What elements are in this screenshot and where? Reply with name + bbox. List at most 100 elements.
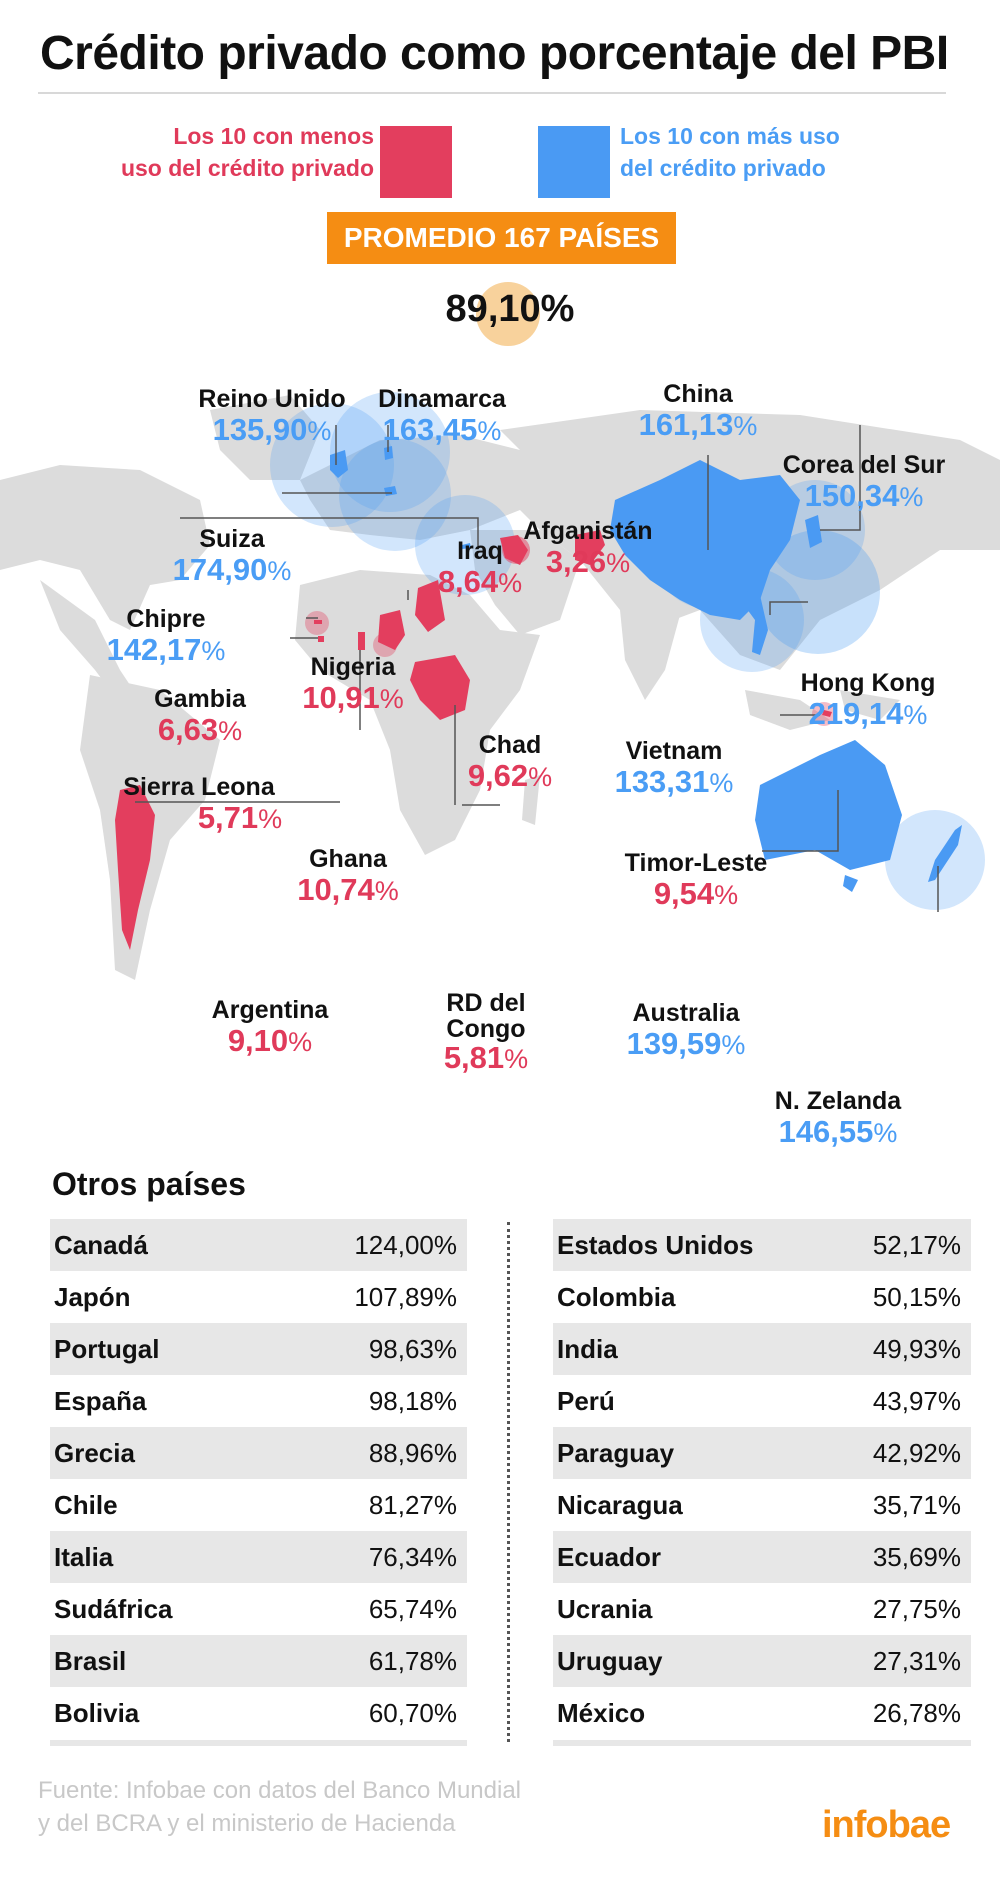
label-gambia-value: 6,63%	[157, 712, 243, 747]
title-divider	[38, 92, 946, 94]
table-row: Canadá 124,00%	[50, 1219, 467, 1271]
average-value: 89,10%	[445, 288, 575, 330]
country-value: 52,17%	[872, 1229, 961, 1260]
legend-less-line1: Los 10 con menos	[173, 123, 374, 149]
country-name: Estados Unidos	[557, 1229, 754, 1260]
brand-logo: infobae	[822, 1804, 951, 1846]
legend-more-line2: del crédito privado	[620, 155, 826, 181]
label-nigeria-value: 10,91%	[302, 680, 404, 715]
country-value: 124,00%	[354, 1229, 457, 1260]
country-name: España	[54, 1385, 147, 1416]
label-australia-name: Australia	[632, 999, 740, 1027]
average-badge: PROMEDIO 167 PAÍSES	[327, 212, 676, 264]
label-timor-leste-value: 9,54%	[653, 876, 739, 911]
label-argentina-name: Argentina	[211, 996, 329, 1024]
table-row: Japón 107,89%	[50, 1271, 467, 1323]
table-row: Estados Unidos 52,17%	[553, 1219, 971, 1271]
label-rd-congo-line1: RD del	[446, 989, 526, 1017]
table-row: México 26,78%	[553, 1687, 971, 1739]
label-argentina-value: 9,10%	[227, 1023, 313, 1058]
label-sierra-leona-name: Sierra Leona	[123, 773, 275, 801]
label-hong-kong-name: Hong Kong	[800, 669, 936, 697]
country-tasmania	[843, 875, 858, 892]
country-name: Canadá	[54, 1229, 148, 1260]
label-china-value: 161,13%	[638, 407, 758, 442]
label-chipre-value: 142,17%	[106, 632, 226, 667]
country-value: 27,75%	[872, 1593, 961, 1624]
label-chipre-name: Chipre	[126, 605, 206, 633]
country-value: 98,18%	[368, 1385, 457, 1416]
country-value: 88,96%	[368, 1437, 457, 1468]
label-corea-del-sur-value: 150,34%	[804, 478, 924, 513]
label-dinamarca-name: Dinamarca	[378, 385, 506, 413]
country-ghana	[358, 632, 365, 650]
country-name: Brasil	[54, 1645, 127, 1676]
country-chad	[415, 580, 445, 632]
country-rd-congo	[410, 655, 470, 720]
country-name: India	[557, 1333, 618, 1364]
table-row: Portugal 98,63%	[50, 1323, 467, 1375]
label-n-zelanda-name: N. Zelanda	[774, 1087, 902, 1115]
table-right-bottom-bar	[553, 1740, 971, 1746]
table-divider	[507, 1222, 510, 1742]
legend-less-swatch	[380, 126, 452, 198]
table-row: Chile 81,27%	[50, 1479, 467, 1531]
label-n-zelanda-value: 146,55%	[778, 1114, 898, 1149]
table-row: Brasil 61,78%	[50, 1635, 467, 1687]
label-reino-unido-name: Reino Unido	[198, 385, 346, 413]
country-value: 26,78%	[872, 1697, 961, 1728]
table-row: Uruguay 27,31%	[553, 1635, 971, 1687]
label-gambia-name: Gambia	[154, 685, 246, 713]
country-afganistan	[575, 530, 605, 565]
label-afganistan-value: 3,26%	[545, 544, 631, 579]
label-rd-congo-name: RD del Congo	[446, 990, 525, 1042]
label-corea-del-sur-name: Corea del Sur	[782, 451, 946, 479]
table-row: India 49,93%	[553, 1323, 971, 1375]
label-suiza-name: Suiza	[199, 525, 265, 553]
country-value: 81,27%	[368, 1489, 457, 1520]
table-row: Paraguay 42,92%	[553, 1427, 971, 1479]
label-dinamarca-value: 163,45%	[382, 412, 502, 447]
table-row: Bolivia 60,70%	[50, 1687, 467, 1739]
average-circle	[476, 282, 540, 346]
label-hong-kong-value: 219,14%	[808, 696, 928, 731]
country-name: Chile	[54, 1489, 118, 1520]
country-name: Ecuador	[557, 1541, 662, 1572]
label-chad-value: 9,62%	[467, 758, 553, 793]
country-timor-leste	[822, 710, 832, 717]
country-chipre	[462, 543, 471, 549]
label-iraq-value: 8,64%	[437, 564, 523, 599]
others-title: Otros países	[52, 1166, 246, 1202]
label-timor-leste-name: Timor-Leste	[624, 849, 768, 877]
country-china	[610, 460, 800, 620]
label-ghana-value: 10,74%	[297, 872, 399, 907]
country-n-zelanda	[928, 825, 962, 882]
country-iraq	[500, 535, 528, 565]
country-australia	[755, 740, 902, 870]
country-value: 65,74%	[368, 1593, 457, 1624]
label-afganistan-name: Afganistán	[523, 517, 653, 545]
country-name: Italia	[54, 1541, 114, 1572]
country-value: 76,34%	[368, 1541, 457, 1572]
table-row: Ucrania 27,75%	[553, 1583, 971, 1635]
table-row: Nicaragua 35,71%	[553, 1479, 971, 1531]
source-line1: Fuente: Infobae con datos del Banco Mund…	[38, 1777, 521, 1804]
country-vietnam	[744, 590, 768, 655]
label-vietnam-name: Vietnam	[625, 737, 723, 765]
country-name: Uruguay	[557, 1645, 663, 1676]
country-value: 60,70%	[368, 1697, 457, 1728]
country-reino-unido	[330, 450, 348, 478]
table-row: Colombia 50,15%	[553, 1271, 971, 1323]
country-value: 50,15%	[872, 1281, 961, 1312]
country-name: México	[557, 1697, 646, 1728]
legend-more-label: Los 10 con más uso del crédito privado	[620, 120, 840, 184]
world-map	[0, 392, 1000, 980]
label-nigeria-name: Nigeria	[310, 653, 396, 681]
country-value: 35,69%	[872, 1541, 961, 1572]
label-australia-value: 139,59%	[626, 1026, 746, 1061]
country-nigeria	[378, 610, 405, 650]
legend-more-swatch	[538, 126, 610, 198]
country-dinamarca	[384, 446, 393, 460]
table-row: Perú 43,97%	[553, 1375, 971, 1427]
others-table-right: Estados Unidos 52,17% Colombia 50,15% Indi…	[553, 1219, 971, 1739]
